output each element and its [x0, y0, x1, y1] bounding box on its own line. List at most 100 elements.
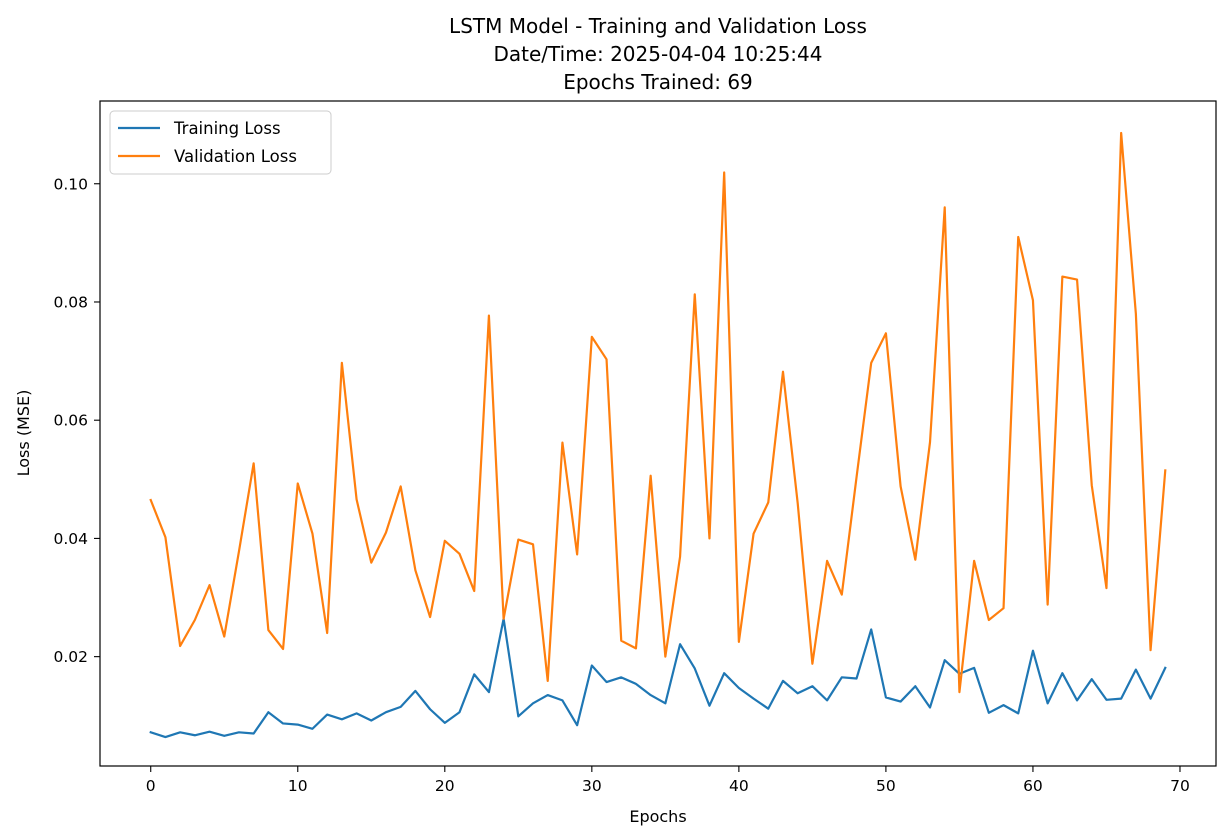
validation-loss-point [399, 484, 403, 488]
validation-loss-point [296, 481, 300, 485]
validation-loss-point [810, 662, 814, 666]
training-loss-point [237, 730, 241, 734]
validation-loss-point [487, 314, 491, 318]
training-loss-point [487, 690, 491, 694]
validation-loss-point [781, 370, 785, 374]
training-loss-point [1060, 671, 1064, 675]
legend-box [109, 110, 332, 175]
validation-loss-point [149, 498, 153, 502]
validation-loss-point [605, 357, 609, 361]
training-loss-point [472, 672, 476, 676]
validation-loss-point [443, 539, 447, 543]
validation-loss-point [590, 335, 594, 339]
validation-loss-point [428, 615, 432, 619]
training-loss-point [781, 679, 785, 683]
validation-loss-point [972, 559, 976, 563]
training-loss-point [222, 734, 226, 738]
training-loss-point [605, 680, 609, 684]
training-loss-point [972, 666, 976, 670]
training-loss-point [281, 721, 285, 725]
validation-loss-point [546, 679, 550, 683]
validation-loss-point [369, 561, 373, 565]
training-loss-point [619, 675, 623, 679]
validation-loss-point [178, 644, 182, 648]
training-loss-point [649, 693, 653, 697]
x-tick-label: 0 [146, 777, 156, 795]
training-loss-point [208, 730, 212, 734]
validation-loss-point [678, 555, 682, 559]
validation-loss-point [516, 538, 520, 542]
validation-loss-point [928, 440, 932, 444]
validation-loss-point [855, 476, 859, 480]
training-loss-point [325, 713, 329, 717]
validation-loss-point [840, 593, 844, 597]
validation-loss-point [163, 535, 167, 539]
validation-loss-line [149, 131, 1167, 694]
validation-loss-point [796, 501, 800, 505]
validation-loss-point [943, 205, 947, 209]
validation-loss-point [384, 531, 388, 535]
validation-loss-point [266, 628, 270, 632]
training-loss-point [899, 700, 903, 704]
training-loss-point [1046, 701, 1050, 705]
training-loss-point [1149, 697, 1153, 701]
validation-loss-point [193, 618, 197, 622]
training-loss-point [840, 675, 844, 679]
training-loss-point [987, 711, 991, 715]
y-tick-label: 0.08 [53, 293, 88, 311]
y-axis-ticks: 0.02 0.04 0.06 0.08 0.10 [53, 175, 100, 666]
validation-loss-point [663, 655, 667, 659]
legend-label-training: Training Loss [173, 119, 281, 138]
validation-loss-point [869, 361, 873, 365]
training-loss-point [634, 682, 638, 686]
training-loss-point [531, 701, 535, 705]
validation-loss-point [899, 484, 903, 488]
training-loss-point [928, 705, 932, 709]
validation-loss-point [281, 647, 285, 651]
training-loss-point [443, 721, 447, 725]
training-loss-point [1134, 668, 1138, 672]
training-loss-point [693, 666, 697, 670]
series-layer [149, 131, 1167, 739]
validation-loss-point [1149, 648, 1153, 652]
training-loss-point [516, 714, 520, 718]
training-loss-point [369, 718, 373, 722]
training-loss-point [663, 701, 667, 705]
validation-loss-point [1046, 603, 1050, 607]
training-loss-point [413, 689, 417, 693]
training-loss-point [1031, 649, 1035, 653]
training-loss-line [149, 617, 1167, 739]
training-loss-point [458, 710, 462, 714]
validation-loss-point [1119, 131, 1123, 135]
validation-loss-point [693, 292, 697, 296]
training-loss-point [825, 698, 829, 702]
training-loss-point [384, 710, 388, 714]
x-tick-label: 60 [1023, 777, 1043, 795]
training-loss-point [560, 698, 564, 702]
training-loss-point [855, 677, 859, 681]
y-tick-label: 0.10 [53, 175, 88, 193]
validation-loss-point [1031, 298, 1035, 302]
training-loss-point [266, 710, 270, 714]
validation-loss-point [1002, 606, 1006, 610]
training-loss-point [1016, 711, 1020, 715]
training-loss-point [178, 730, 182, 734]
validation-loss-point [208, 583, 212, 587]
training-loss-point [163, 735, 167, 739]
training-loss-point [752, 697, 756, 701]
validation-loss-point [1104, 586, 1108, 590]
validation-loss-point [957, 690, 961, 694]
training-loss-point [428, 707, 432, 711]
validation-loss-point [1060, 275, 1064, 279]
training-loss-point [193, 733, 197, 737]
validation-loss-point [1075, 278, 1079, 282]
training-loss-point [546, 693, 550, 697]
training-loss-point [149, 730, 153, 734]
chart-title: LSTM Model - Training and Validation Los… [449, 14, 867, 94]
validation-loss-point [237, 549, 241, 553]
x-tick-label: 10 [288, 777, 308, 795]
training-loss-point [296, 723, 300, 727]
validation-loss-point [340, 361, 344, 365]
training-loss-point [722, 671, 726, 675]
validation-loss-point [825, 559, 829, 563]
